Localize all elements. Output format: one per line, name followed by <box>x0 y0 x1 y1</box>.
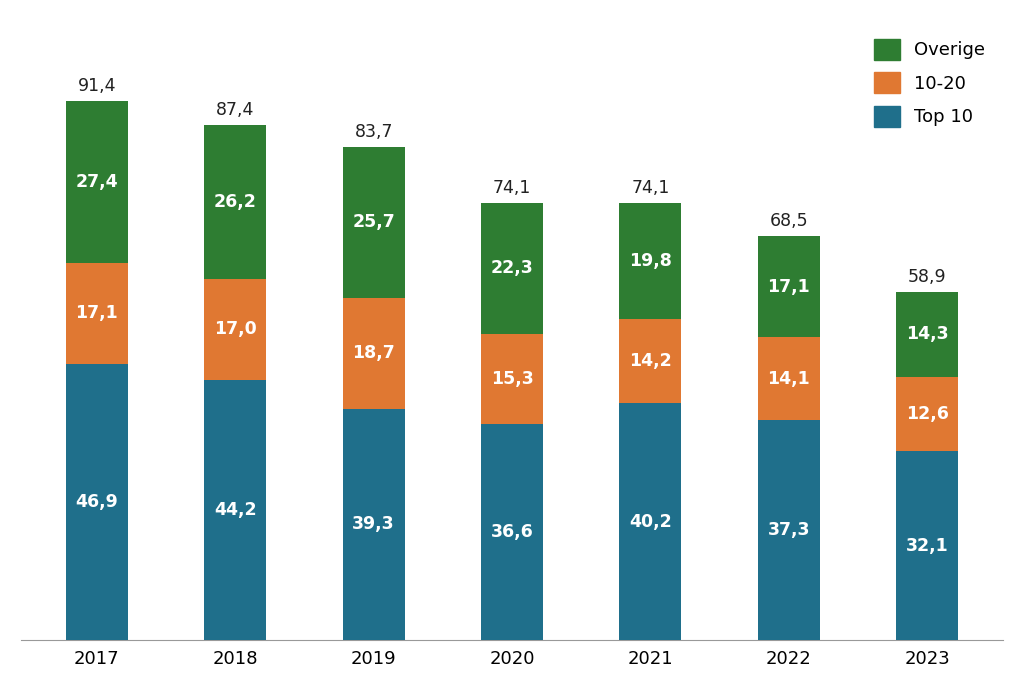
Bar <box>481 334 543 424</box>
Text: 19,8: 19,8 <box>629 252 672 270</box>
Legend: Overige, 10-20, Top 10: Overige, 10-20, Top 10 <box>865 30 994 136</box>
Bar <box>204 380 266 641</box>
Text: 46,9: 46,9 <box>76 493 119 511</box>
Bar <box>66 263 128 364</box>
Bar <box>481 203 543 334</box>
Bar <box>66 101 128 263</box>
Text: 74,1: 74,1 <box>493 178 531 196</box>
Bar <box>481 424 543 641</box>
Text: 17,1: 17,1 <box>76 305 119 322</box>
Bar <box>896 292 958 377</box>
Text: 32,1: 32,1 <box>905 537 948 555</box>
Bar <box>342 298 404 409</box>
Text: 14,3: 14,3 <box>906 325 948 344</box>
Bar <box>204 279 266 380</box>
Text: 74,1: 74,1 <box>631 178 670 196</box>
Bar <box>758 236 820 337</box>
Bar <box>896 377 958 451</box>
Text: 37,3: 37,3 <box>767 522 810 539</box>
Bar <box>342 147 404 298</box>
Text: 68,5: 68,5 <box>769 212 808 230</box>
Text: 18,7: 18,7 <box>352 344 395 362</box>
Bar <box>758 337 820 420</box>
Bar <box>204 125 266 279</box>
Text: 91,4: 91,4 <box>78 77 116 95</box>
Text: 12,6: 12,6 <box>905 405 948 423</box>
Bar <box>620 320 682 403</box>
Text: 36,6: 36,6 <box>490 524 534 542</box>
Bar <box>342 409 404 641</box>
Text: 40,2: 40,2 <box>629 513 672 531</box>
Bar <box>620 203 682 320</box>
Text: 25,7: 25,7 <box>352 214 395 232</box>
Text: 83,7: 83,7 <box>354 123 393 141</box>
Bar <box>620 403 682 641</box>
Text: 27,4: 27,4 <box>76 173 118 191</box>
Text: 17,0: 17,0 <box>214 320 257 338</box>
Text: 14,2: 14,2 <box>629 352 672 370</box>
Text: 87,4: 87,4 <box>216 101 255 119</box>
Bar <box>896 451 958 641</box>
Text: 17,1: 17,1 <box>767 278 810 296</box>
Text: 15,3: 15,3 <box>490 370 534 389</box>
Text: 26,2: 26,2 <box>214 193 257 211</box>
Text: 22,3: 22,3 <box>490 259 534 278</box>
Text: 39,3: 39,3 <box>352 515 395 533</box>
Bar <box>758 420 820 641</box>
Bar <box>66 364 128 641</box>
Text: 44,2: 44,2 <box>214 501 257 519</box>
Text: 58,9: 58,9 <box>907 269 946 287</box>
Text: 14,1: 14,1 <box>767 370 810 388</box>
